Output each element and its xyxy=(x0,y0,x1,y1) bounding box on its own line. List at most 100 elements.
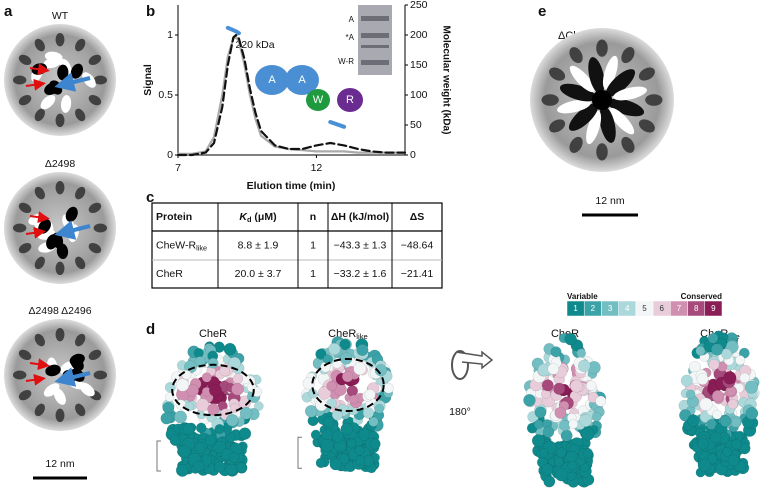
atom xyxy=(174,410,188,424)
atom xyxy=(362,407,375,419)
em-dark xyxy=(34,186,45,200)
atom xyxy=(745,407,759,420)
y2-tick-label: 200 xyxy=(410,29,428,41)
atom xyxy=(595,395,607,407)
label: CheW-Rlike xyxy=(156,239,207,252)
em-dark xyxy=(55,32,65,47)
atom xyxy=(707,332,719,344)
gel-band xyxy=(361,60,389,65)
em-dark xyxy=(34,38,45,52)
atom xyxy=(374,364,388,377)
atom xyxy=(315,457,327,469)
legend-grade: 2 xyxy=(591,304,596,313)
y-tick-label: 0.5 xyxy=(158,89,173,101)
atom xyxy=(687,414,700,427)
em-dark xyxy=(638,119,655,133)
y-tick-label: 1 xyxy=(167,29,173,41)
atom xyxy=(223,342,237,356)
gel-band xyxy=(361,33,389,38)
bracket xyxy=(156,440,161,472)
panel-label: e xyxy=(538,3,546,20)
line xyxy=(328,120,347,129)
em-dark xyxy=(18,202,32,213)
atom xyxy=(226,413,239,427)
atom xyxy=(194,441,206,454)
atom xyxy=(567,460,578,471)
em-light xyxy=(609,107,635,135)
atom xyxy=(383,382,394,394)
atom xyxy=(195,422,207,434)
em-light xyxy=(569,65,595,93)
rotation-label: 180° xyxy=(449,406,471,418)
atom xyxy=(591,411,602,422)
atom xyxy=(721,348,733,360)
atom xyxy=(576,348,587,359)
em-dark xyxy=(621,136,635,153)
atom xyxy=(329,458,342,471)
atom xyxy=(707,453,718,465)
text-main: CheR xyxy=(328,328,356,340)
atom xyxy=(719,415,732,427)
subunit xyxy=(337,88,363,112)
em-dark xyxy=(559,83,596,102)
legend-grade: 4 xyxy=(625,304,630,313)
em-dark xyxy=(93,223,108,233)
atom xyxy=(731,417,741,428)
atom xyxy=(711,390,725,403)
atom xyxy=(323,415,336,428)
atom xyxy=(326,380,337,392)
atom xyxy=(541,379,554,392)
atom xyxy=(175,463,189,477)
em-dark xyxy=(638,67,655,81)
line xyxy=(176,36,407,155)
arrow-blue xyxy=(54,220,91,240)
atom xyxy=(534,406,547,419)
arrow-blue xyxy=(54,367,91,387)
atom xyxy=(338,453,350,465)
subunit-label: R xyxy=(346,94,354,106)
em-dark xyxy=(34,403,45,417)
text-rest: (μM) xyxy=(252,211,277,223)
text-main: n xyxy=(310,211,316,223)
y2-axis-title: Molecular weight (kDa) xyxy=(440,26,451,135)
table-cell: −43.3 ± 1.3 xyxy=(334,239,387,251)
table-cell: 8.8 ± 1.9 xyxy=(238,239,279,251)
atom xyxy=(547,363,560,375)
em-dark xyxy=(18,95,32,106)
gel-lane-label: W-R xyxy=(338,57,354,66)
atom xyxy=(727,454,740,467)
em-dark xyxy=(88,243,102,254)
arrow-red xyxy=(29,358,50,371)
atom xyxy=(708,358,720,371)
atom xyxy=(231,382,244,396)
legend-grade: 7 xyxy=(677,304,682,313)
atom xyxy=(341,370,354,383)
site-outline xyxy=(311,357,385,413)
atom xyxy=(181,369,192,380)
atom xyxy=(348,394,359,405)
atom xyxy=(328,342,341,356)
atom xyxy=(581,427,595,441)
text-main: ΔS xyxy=(410,211,425,223)
em-dark xyxy=(541,94,559,106)
atom xyxy=(204,434,217,446)
em-dark xyxy=(75,333,86,347)
em-dark xyxy=(55,408,65,423)
atom xyxy=(310,429,322,440)
annotation: 220 kDa xyxy=(235,39,274,51)
label: Protein xyxy=(156,211,192,223)
y2-tick-label: 50 xyxy=(410,119,422,131)
em-dark xyxy=(605,69,636,97)
atom xyxy=(685,389,696,400)
text-main: ΔH xyxy=(331,211,346,223)
atom xyxy=(195,398,210,412)
em-dark xyxy=(588,57,605,94)
atom xyxy=(579,413,593,428)
x-tick-label: 7 xyxy=(175,162,181,174)
em-dark xyxy=(70,356,84,371)
em-dark xyxy=(75,38,86,52)
atom xyxy=(228,452,240,463)
em-dark xyxy=(75,403,86,417)
em-light xyxy=(79,382,95,397)
gel-lane-label: A xyxy=(349,15,355,24)
